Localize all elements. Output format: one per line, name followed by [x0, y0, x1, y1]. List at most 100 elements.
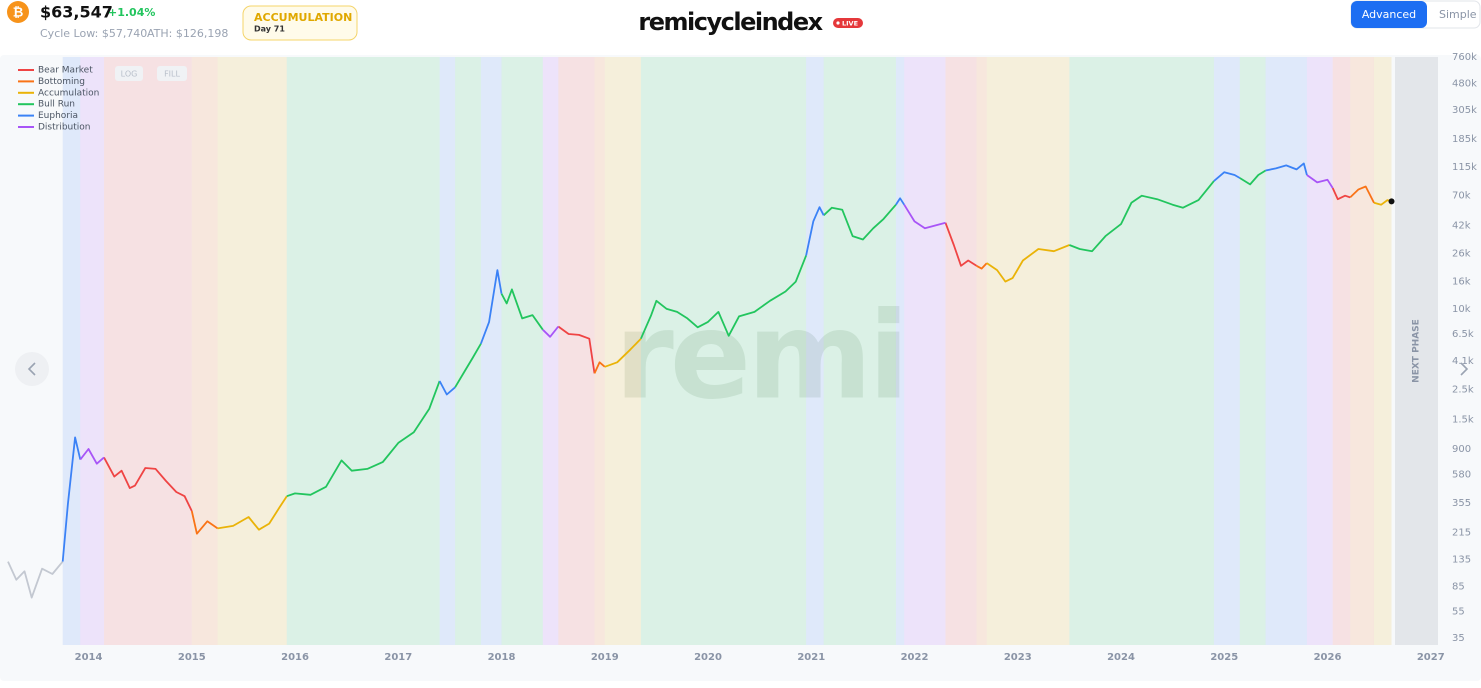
- phase-badge: [242, 5, 358, 41]
- phase-band: [1350, 57, 1374, 645]
- ath: ATH: $126,198: [147, 27, 228, 40]
- phase-band: [945, 57, 977, 645]
- phase-band: [1265, 57, 1307, 645]
- legend-label: Bull Run: [38, 100, 75, 110]
- x-tick-label: 2020: [694, 652, 722, 663]
- phase-band: [80, 57, 105, 645]
- phase-band: [480, 57, 502, 645]
- x-tick-label: 2025: [1210, 652, 1238, 663]
- price-line: [103, 187, 1351, 512]
- current-point: [1388, 198, 1395, 205]
- phase-band: [217, 57, 287, 645]
- y-tick-label: 42k: [1452, 220, 1471, 231]
- phase-band: [104, 57, 192, 645]
- cycle-low: Cycle Low: $57,740: [40, 27, 147, 40]
- prev-chevron: [27, 362, 36, 376]
- phase-day: Day 71: [254, 25, 285, 34]
- live-pill: [833, 18, 863, 28]
- bands: [62, 57, 1392, 645]
- phase-band: [594, 57, 605, 645]
- phase-band: [191, 57, 218, 645]
- fill-label[interactable]: FILL: [164, 70, 180, 79]
- legend-label: Euphoria: [38, 111, 78, 121]
- legend-label: Bottoming: [38, 77, 85, 87]
- phase-band: [806, 57, 824, 645]
- y-tick-label: 85: [1452, 581, 1465, 592]
- tab-simple[interactable]: Simple: [1439, 8, 1477, 21]
- next-chevron[interactable]: [1460, 362, 1469, 376]
- phase-band: [558, 57, 595, 645]
- y-tick-label: 55: [1452, 607, 1465, 618]
- x-tick-label: 2018: [488, 652, 516, 663]
- price: $63,547: [40, 3, 113, 22]
- x-tick-label: 2016: [281, 652, 309, 663]
- prev-arrow[interactable]: [15, 352, 49, 386]
- x-tick-label: 2017: [384, 652, 412, 663]
- y-tick-label: 70k: [1452, 191, 1471, 202]
- tab-advanced[interactable]: Advanced: [1362, 8, 1416, 21]
- y-tick-label: 760k: [1452, 52, 1477, 63]
- tab-active[interactable]: [1351, 1, 1427, 28]
- phase-name: ACCUMULATION: [254, 11, 352, 24]
- y-tick-label: 6.5k: [1452, 329, 1474, 340]
- x-tick-label: 2024: [1107, 652, 1135, 663]
- y-tick-label: 10k: [1452, 304, 1471, 315]
- phase-band: [62, 57, 81, 645]
- phase-band: [286, 57, 440, 645]
- phase-band: [986, 57, 1070, 645]
- x-tick-label: 2027: [1417, 652, 1445, 663]
- y-tick-label: 4.1k: [1452, 356, 1474, 367]
- phase-band: [823, 57, 896, 645]
- price-line: [286, 169, 1267, 498]
- x-tick-label: 2021: [797, 652, 825, 663]
- phase-band: [542, 57, 559, 645]
- y-tick-label: 480k: [1452, 79, 1477, 90]
- log-button[interactable]: [115, 66, 143, 81]
- btc-icon: [7, 1, 29, 23]
- price-line: [61, 162, 1308, 562]
- phase-band: [895, 57, 905, 645]
- y-tick-label: 35: [1452, 633, 1465, 644]
- legend-label: Distribution: [38, 123, 91, 133]
- phase-band: [1306, 57, 1333, 645]
- phase-band: [1213, 57, 1240, 645]
- y-tick-label: 215: [1452, 527, 1471, 538]
- y-tick-label: 580: [1452, 470, 1471, 481]
- phase-band: [1239, 57, 1266, 645]
- chart-card: [0, 55, 1481, 681]
- phase-band: [640, 57, 807, 645]
- phase-band: [1332, 57, 1351, 645]
- phase-band: [604, 57, 641, 645]
- x-tick-label: 2026: [1314, 652, 1342, 663]
- next-phase-label: NEXT PHASE: [1412, 319, 1422, 383]
- phase-band: [1069, 57, 1214, 645]
- next-phase-column: [1395, 57, 1438, 645]
- watermark: remi: [615, 288, 906, 427]
- y-tick-label: 1.5k: [1452, 414, 1474, 425]
- y-tick-label: 115k: [1452, 162, 1477, 173]
- x-tick-label: 2022: [901, 652, 929, 663]
- price-line: [190, 185, 1375, 535]
- y-tick-label: 16k: [1452, 277, 1471, 288]
- x-tick-label: 2014: [75, 652, 103, 663]
- y-tick-label: 305k: [1452, 105, 1477, 116]
- y-tick-label: 185k: [1452, 134, 1477, 145]
- price-line: [79, 174, 1334, 465]
- phase-band: [976, 57, 987, 645]
- price-change: +1.04%: [108, 6, 155, 19]
- phase-band: [439, 57, 456, 645]
- price-line: [217, 199, 1392, 531]
- live-label: LIVE: [842, 20, 858, 28]
- legend-label: Bear Market: [38, 66, 93, 76]
- live-dot: [836, 21, 840, 25]
- x-tick-label: 2019: [591, 652, 619, 663]
- y-tick-label: 135: [1452, 554, 1471, 565]
- plot: 35 55 85 135 215 355 580 900 1.5k 2.5k 4.1k 6.5k 10k…: [7, 52, 1477, 663]
- y-tick-label: 355: [1452, 498, 1471, 509]
- phase-band: [904, 57, 946, 645]
- fill-button[interactable]: [157, 66, 187, 81]
- y-tick-label: 2.5k: [1452, 385, 1474, 396]
- phase-band: [501, 57, 543, 645]
- log-label[interactable]: LOG: [121, 70, 138, 79]
